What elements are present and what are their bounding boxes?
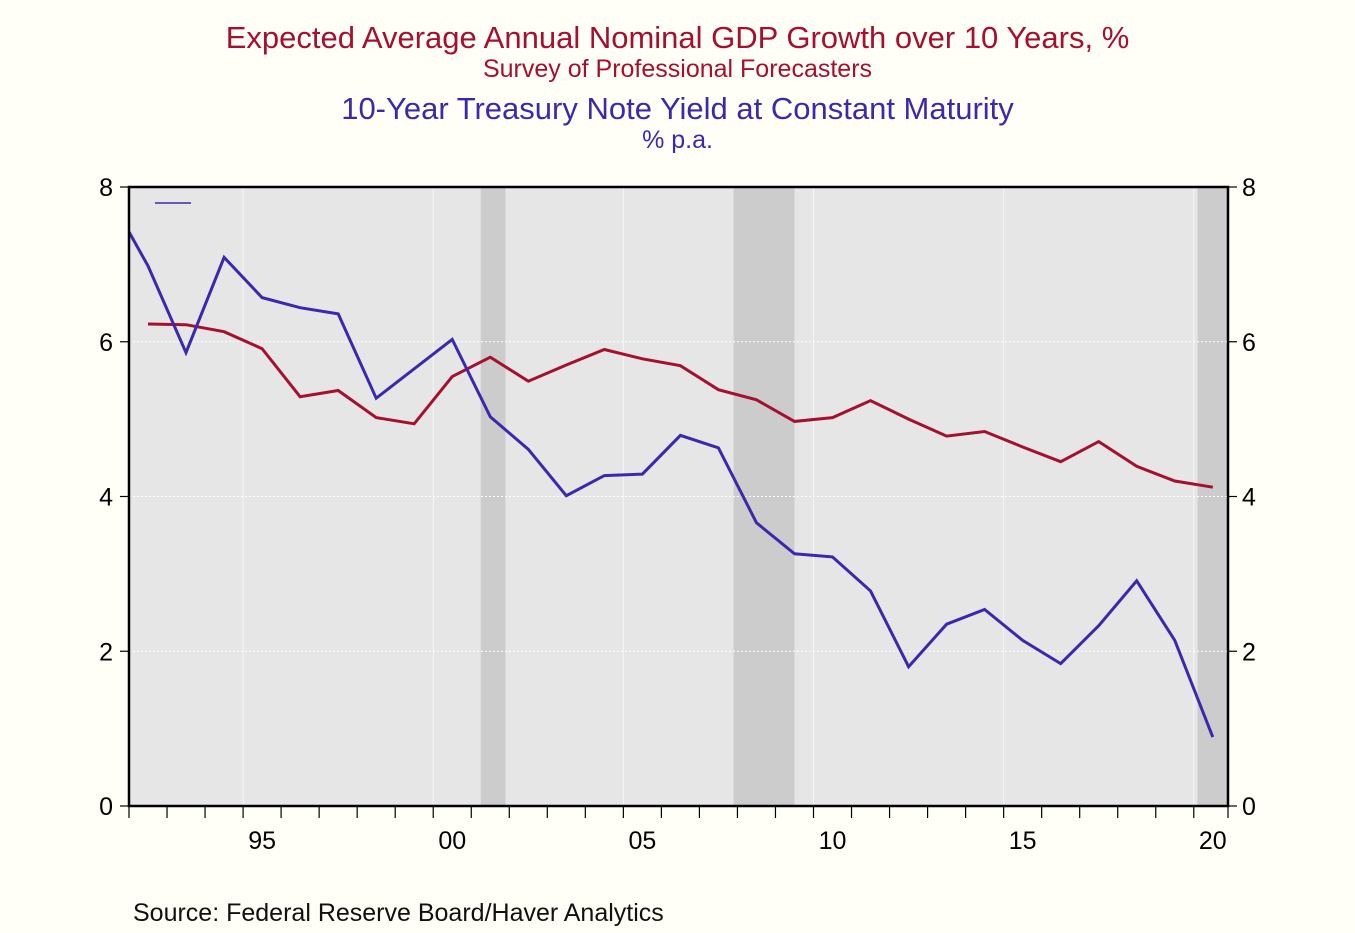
- chart-title-gdp: Expected Average Annual Nominal GDP Grow…: [225, 20, 1130, 55]
- y-tick-label-left: 8: [99, 174, 113, 202]
- x-tick-label: 15: [1009, 827, 1037, 855]
- y-tick-label-right: 6: [1242, 329, 1256, 357]
- x-tick-label: 20: [1199, 827, 1227, 855]
- chart-subtitle-gdp: Survey of Professional Forecasters: [482, 55, 873, 83]
- x-tick-label: 05: [628, 827, 656, 855]
- y-tick-label-right: 0: [1242, 793, 1256, 821]
- x-tick-label: 95: [248, 827, 276, 855]
- chart-units: % p.a.: [642, 126, 713, 154]
- source-note: Source: Federal Reserve Board/Haver Anal…: [133, 899, 664, 927]
- series-line-treasury-yield: [129, 231, 1215, 738]
- series-line-gdp-growth: [147, 322, 1214, 489]
- y-tick-label-right: 4: [1242, 484, 1256, 512]
- y-tick-label-left: 4: [99, 484, 113, 512]
- x-tick-label: 10: [819, 827, 847, 855]
- y-tick-label-right: 8: [1242, 174, 1256, 202]
- y-tick-label-left: 2: [99, 638, 113, 666]
- x-tick-label: 00: [438, 827, 466, 855]
- y-tick-label-left: 6: [99, 329, 113, 357]
- y-tick-label-left: 0: [99, 793, 113, 821]
- chart-title-treasury: 10-Year Treasury Note Yield at Constant …: [341, 91, 1014, 126]
- y-tick-label-right: 2: [1242, 638, 1256, 666]
